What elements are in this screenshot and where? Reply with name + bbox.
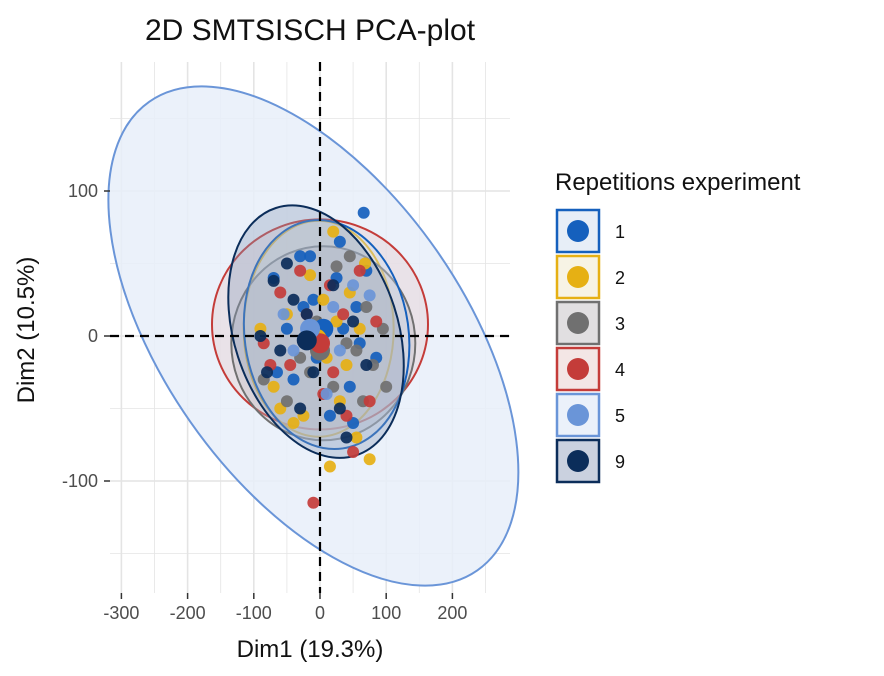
- point-series-9: [333, 402, 346, 415]
- legend-label-4: 4: [615, 360, 625, 380]
- point-series-4: [353, 264, 366, 277]
- x-tick-label: 200: [437, 603, 467, 623]
- point-series-2: [323, 460, 336, 473]
- legend-label-2: 2: [615, 268, 625, 288]
- legend-label-3: 3: [615, 314, 625, 334]
- legend-label-9: 9: [615, 452, 625, 472]
- x-tick-label: -100: [236, 603, 272, 623]
- point-series-9: [307, 366, 320, 379]
- x-tick-label: -300: [103, 603, 139, 623]
- point-series-1: [343, 380, 356, 393]
- point-series-1: [304, 250, 317, 263]
- axes: -300 -200 -100 0 100 200 -100 0 100: [62, 181, 467, 623]
- point-series-3: [330, 260, 343, 273]
- legend-marker-4: [567, 358, 589, 380]
- legend-marker-5: [567, 404, 589, 426]
- point-series-2: [340, 359, 353, 371]
- point-series-1: [357, 206, 370, 219]
- point-series-1: [287, 373, 300, 386]
- legend-title: Repetitions experiment: [555, 169, 801, 196]
- legend-label-5: 5: [615, 406, 625, 426]
- point-series-1: [333, 235, 346, 248]
- y-tick-label: 0: [88, 326, 98, 346]
- y-tick-label: 100: [68, 181, 98, 201]
- legend-marker-9: [567, 450, 589, 472]
- legend-marker-1: [567, 220, 589, 242]
- point-series-3: [343, 250, 356, 263]
- centroid-series-9: [296, 330, 317, 351]
- y-axis-label: Dim2 (10.5%): [13, 257, 40, 404]
- point-series-5: [327, 301, 340, 313]
- point-series-5: [287, 344, 300, 357]
- point-series-1: [350, 301, 363, 313]
- legend: Repetitions experiment 1 2 3 4 5 9: [555, 169, 801, 484]
- point-series-9: [280, 257, 293, 270]
- point-series-3: [380, 380, 393, 393]
- x-tick-label: 100: [371, 603, 401, 623]
- x-tick-label: -200: [170, 603, 206, 623]
- point-series-1: [294, 250, 307, 263]
- point-series-4: [347, 446, 360, 458]
- y-tick-label: -100: [62, 471, 98, 491]
- point-series-1: [323, 409, 336, 422]
- point-series-5: [333, 344, 346, 357]
- point-series-4: [327, 366, 340, 379]
- point-series-1: [280, 322, 293, 335]
- point-series-4: [274, 286, 287, 299]
- point-series-2: [317, 293, 330, 306]
- point-series-9: [254, 330, 267, 342]
- centroids: [296, 318, 334, 361]
- point-series-4: [294, 264, 307, 277]
- point-series-1: [307, 293, 320, 306]
- x-tick-label: 0: [315, 603, 325, 623]
- point-series-9: [340, 431, 353, 444]
- point-series-2: [363, 453, 376, 466]
- point-series-3: [350, 344, 363, 357]
- point-series-9: [300, 308, 313, 321]
- point-series-2: [304, 269, 317, 282]
- point-series-5: [363, 289, 376, 302]
- point-series-9: [360, 359, 373, 371]
- chart-title: 2D SMTSISCH PCA-plot: [145, 14, 476, 47]
- point-series-9: [327, 279, 340, 292]
- legend-label-1: 1: [615, 222, 625, 242]
- point-series-9: [267, 274, 280, 287]
- x-axis-label: Dim1 (19.3%): [237, 636, 384, 663]
- point-series-9: [261, 366, 274, 379]
- point-series-4: [370, 315, 383, 328]
- point-series-4: [337, 308, 350, 321]
- point-series-2: [287, 417, 300, 429]
- point-series-5: [347, 279, 360, 292]
- point-series-3: [360, 301, 373, 313]
- point-series-9: [274, 344, 287, 357]
- point-series-9: [294, 402, 307, 415]
- point-series-9: [287, 293, 300, 306]
- point-series-4: [284, 359, 297, 371]
- point-series-4: [363, 395, 376, 408]
- legend-marker-3: [567, 312, 589, 334]
- point-series-2: [267, 380, 280, 393]
- point-series-2: [327, 225, 340, 238]
- point-series-3: [280, 395, 293, 408]
- point-series-9: [347, 315, 360, 328]
- legend-marker-2: [567, 266, 589, 288]
- point-series-5: [277, 308, 290, 321]
- point-series-2: [350, 431, 363, 444]
- point-series-5: [320, 388, 333, 400]
- point-series-4: [307, 496, 320, 509]
